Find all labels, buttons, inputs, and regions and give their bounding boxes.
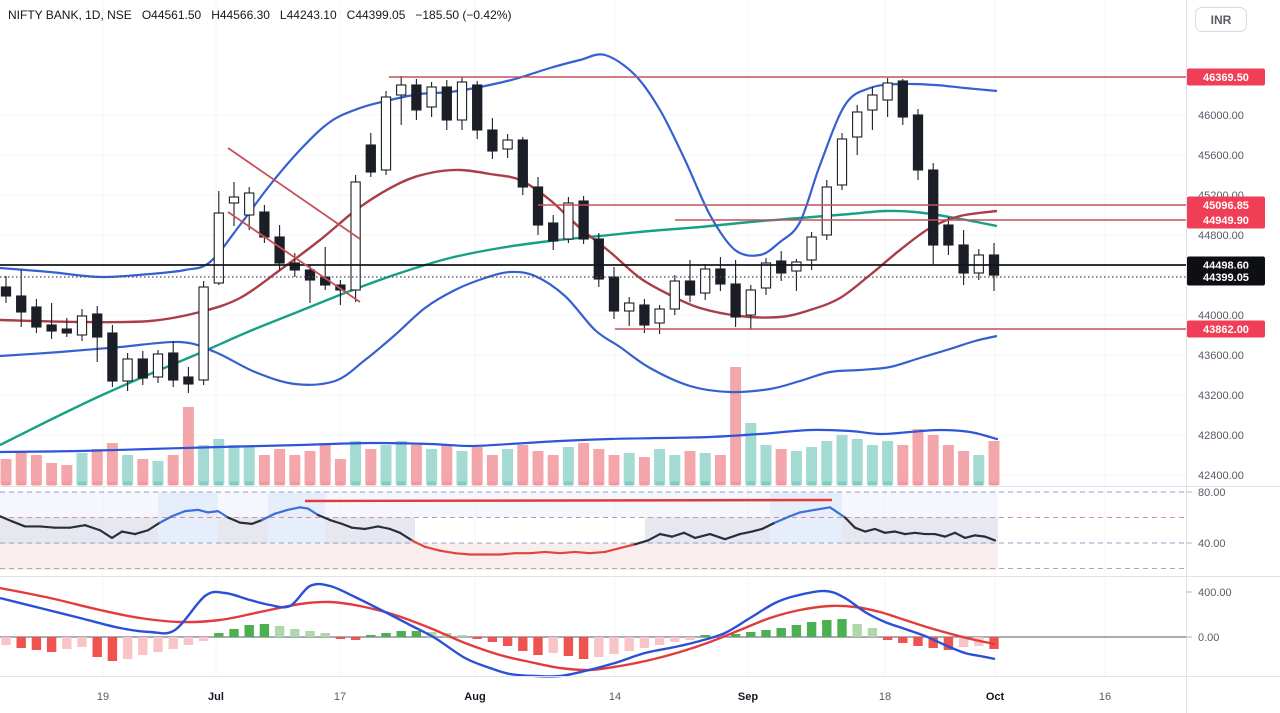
bollinger-lower-band xyxy=(0,270,998,394)
ohlc-close: C44399.05 xyxy=(346,8,406,22)
descending-channel-lines[interactable] xyxy=(227,147,361,303)
price-axis-label: 44800.00 xyxy=(1198,230,1244,242)
currency-button[interactable]: INR xyxy=(1195,7,1247,32)
price-badge-label: 45096.85 xyxy=(1203,200,1249,212)
price-axis-label: 42800.00 xyxy=(1198,430,1244,442)
price-badge-label: 46369.50 xyxy=(1203,72,1249,84)
volume-ma-line xyxy=(0,428,999,454)
rsi-signal-ribbon xyxy=(1,481,999,486)
price-badge xyxy=(1187,268,1265,286)
price-badge xyxy=(1187,196,1265,214)
rsi-backgrounds xyxy=(0,492,998,570)
time-axis-day-label: 19 xyxy=(97,691,109,703)
macd-signal-line xyxy=(0,586,996,672)
symbol-legend: NIFTY BANK, 1D, NSE O44561.50 H44566.30 … xyxy=(8,8,511,22)
price-axis-label: 45600.00 xyxy=(1198,150,1244,162)
price-axis-label: 43200.00 xyxy=(1198,390,1244,402)
ohlc-high: H44566.30 xyxy=(211,8,270,22)
ohlc-open: O44561.50 xyxy=(141,8,202,22)
time-axis-month-label: Oct xyxy=(986,691,1005,703)
time-axis-month-label: Jul xyxy=(208,691,224,703)
price-badge-label: 44399.05 xyxy=(1203,272,1249,284)
price-badge-label: 43862.00 xyxy=(1203,324,1249,336)
price-badges: 46369.5045096.8544949.9044498.6044399.05… xyxy=(1187,68,1265,338)
grid-lines xyxy=(0,0,1186,676)
ma-red-line xyxy=(0,168,998,324)
price-axis-label: 43600.00 xyxy=(1198,350,1244,362)
symbol-title[interactable]: NIFTY BANK, 1D, NSE xyxy=(8,8,132,22)
time-axis-day-label: 16 xyxy=(1099,691,1111,703)
price-axis-label: 44000.00 xyxy=(1198,310,1244,322)
time-axis[interactable]: 19 Jul 17 Aug 14 Sep 18 Oct 16 xyxy=(97,691,1111,703)
price-axis-label: 46000.00 xyxy=(1198,110,1244,122)
price-axis-label: 42400.00 xyxy=(1198,470,1244,482)
bollinger-upper-band xyxy=(0,53,998,279)
indicator-axis-label: 80.00 xyxy=(1198,487,1226,499)
indicator-axis-label: 40.00 xyxy=(1198,538,1226,550)
rsi-trendline[interactable] xyxy=(304,498,833,503)
ohlc-low: L44243.10 xyxy=(279,8,337,22)
time-axis-day-label: 17 xyxy=(334,691,346,703)
change-value: −185.50 (−0.42%) xyxy=(415,8,512,22)
macd-histogram xyxy=(1,619,999,661)
ma-teal-line xyxy=(0,209,998,447)
price-badge xyxy=(1187,211,1265,229)
price-badge-label: 44949.90 xyxy=(1203,215,1249,227)
price-badge xyxy=(1187,320,1265,338)
time-axis-day-label: 14 xyxy=(609,691,621,703)
price-level-lines[interactable] xyxy=(0,76,1186,330)
indicator-axis-label: 400.00 xyxy=(1198,587,1232,599)
volume-layer xyxy=(0,367,1000,485)
indicator-axis-label: 0.00 xyxy=(1198,632,1219,644)
candles-layer xyxy=(0,76,1000,393)
rsi-line xyxy=(0,506,997,556)
time-axis-day-label: 18 xyxy=(879,691,891,703)
time-axis-month-label: Aug xyxy=(464,691,485,703)
price-axis[interactable]: 46000.0045600.0045200.0044800.0044400.00… xyxy=(1186,110,1244,644)
price-badge xyxy=(1187,68,1265,86)
time-axis-month-label: Sep xyxy=(738,691,758,703)
